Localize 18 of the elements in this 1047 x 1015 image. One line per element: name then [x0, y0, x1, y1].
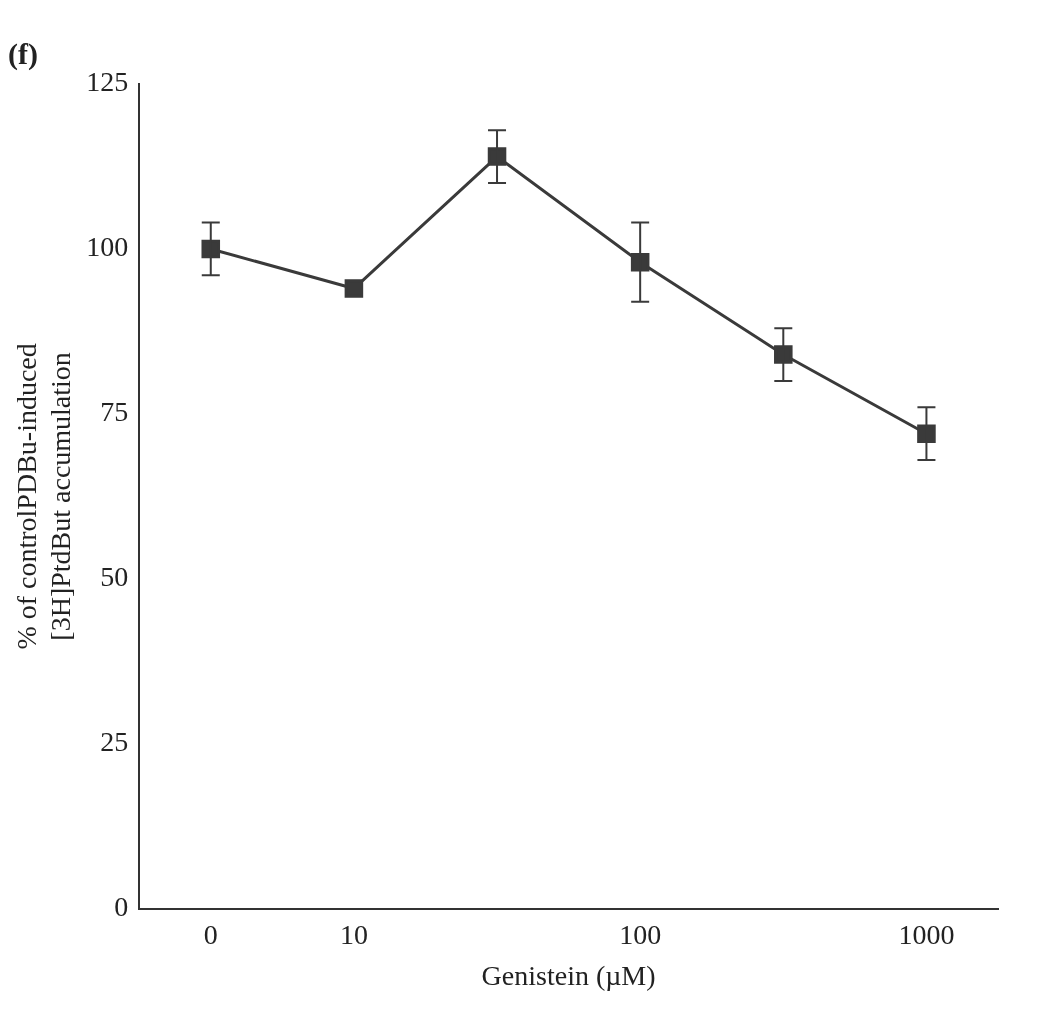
x-tick-label: 1000 — [898, 918, 955, 950]
y-tick-label: 25 — [100, 726, 129, 758]
point — [774, 345, 793, 364]
x-tick-label: 10 — [339, 918, 368, 950]
y-tick-label: 0 — [114, 891, 129, 923]
point — [201, 239, 221, 259]
point — [487, 147, 507, 166]
point — [344, 279, 364, 298]
point — [917, 424, 936, 443]
y-tick-label: 75 — [100, 396, 129, 428]
x-tick-label: 0 — [203, 918, 218, 950]
y-axis-title: % of controlPDBu-induced [3H]PtdBut accumulation — [11, 343, 76, 650]
y-tick-label: 100 — [86, 231, 129, 263]
chart-title: (f) — [8, 36, 38, 71]
y-tick-label: 125 — [86, 66, 129, 98]
y-tick-label: 50 — [100, 561, 129, 593]
x-tick-label: 100 — [619, 918, 662, 950]
x-axis-title: Genistein (µM) — [481, 959, 656, 991]
